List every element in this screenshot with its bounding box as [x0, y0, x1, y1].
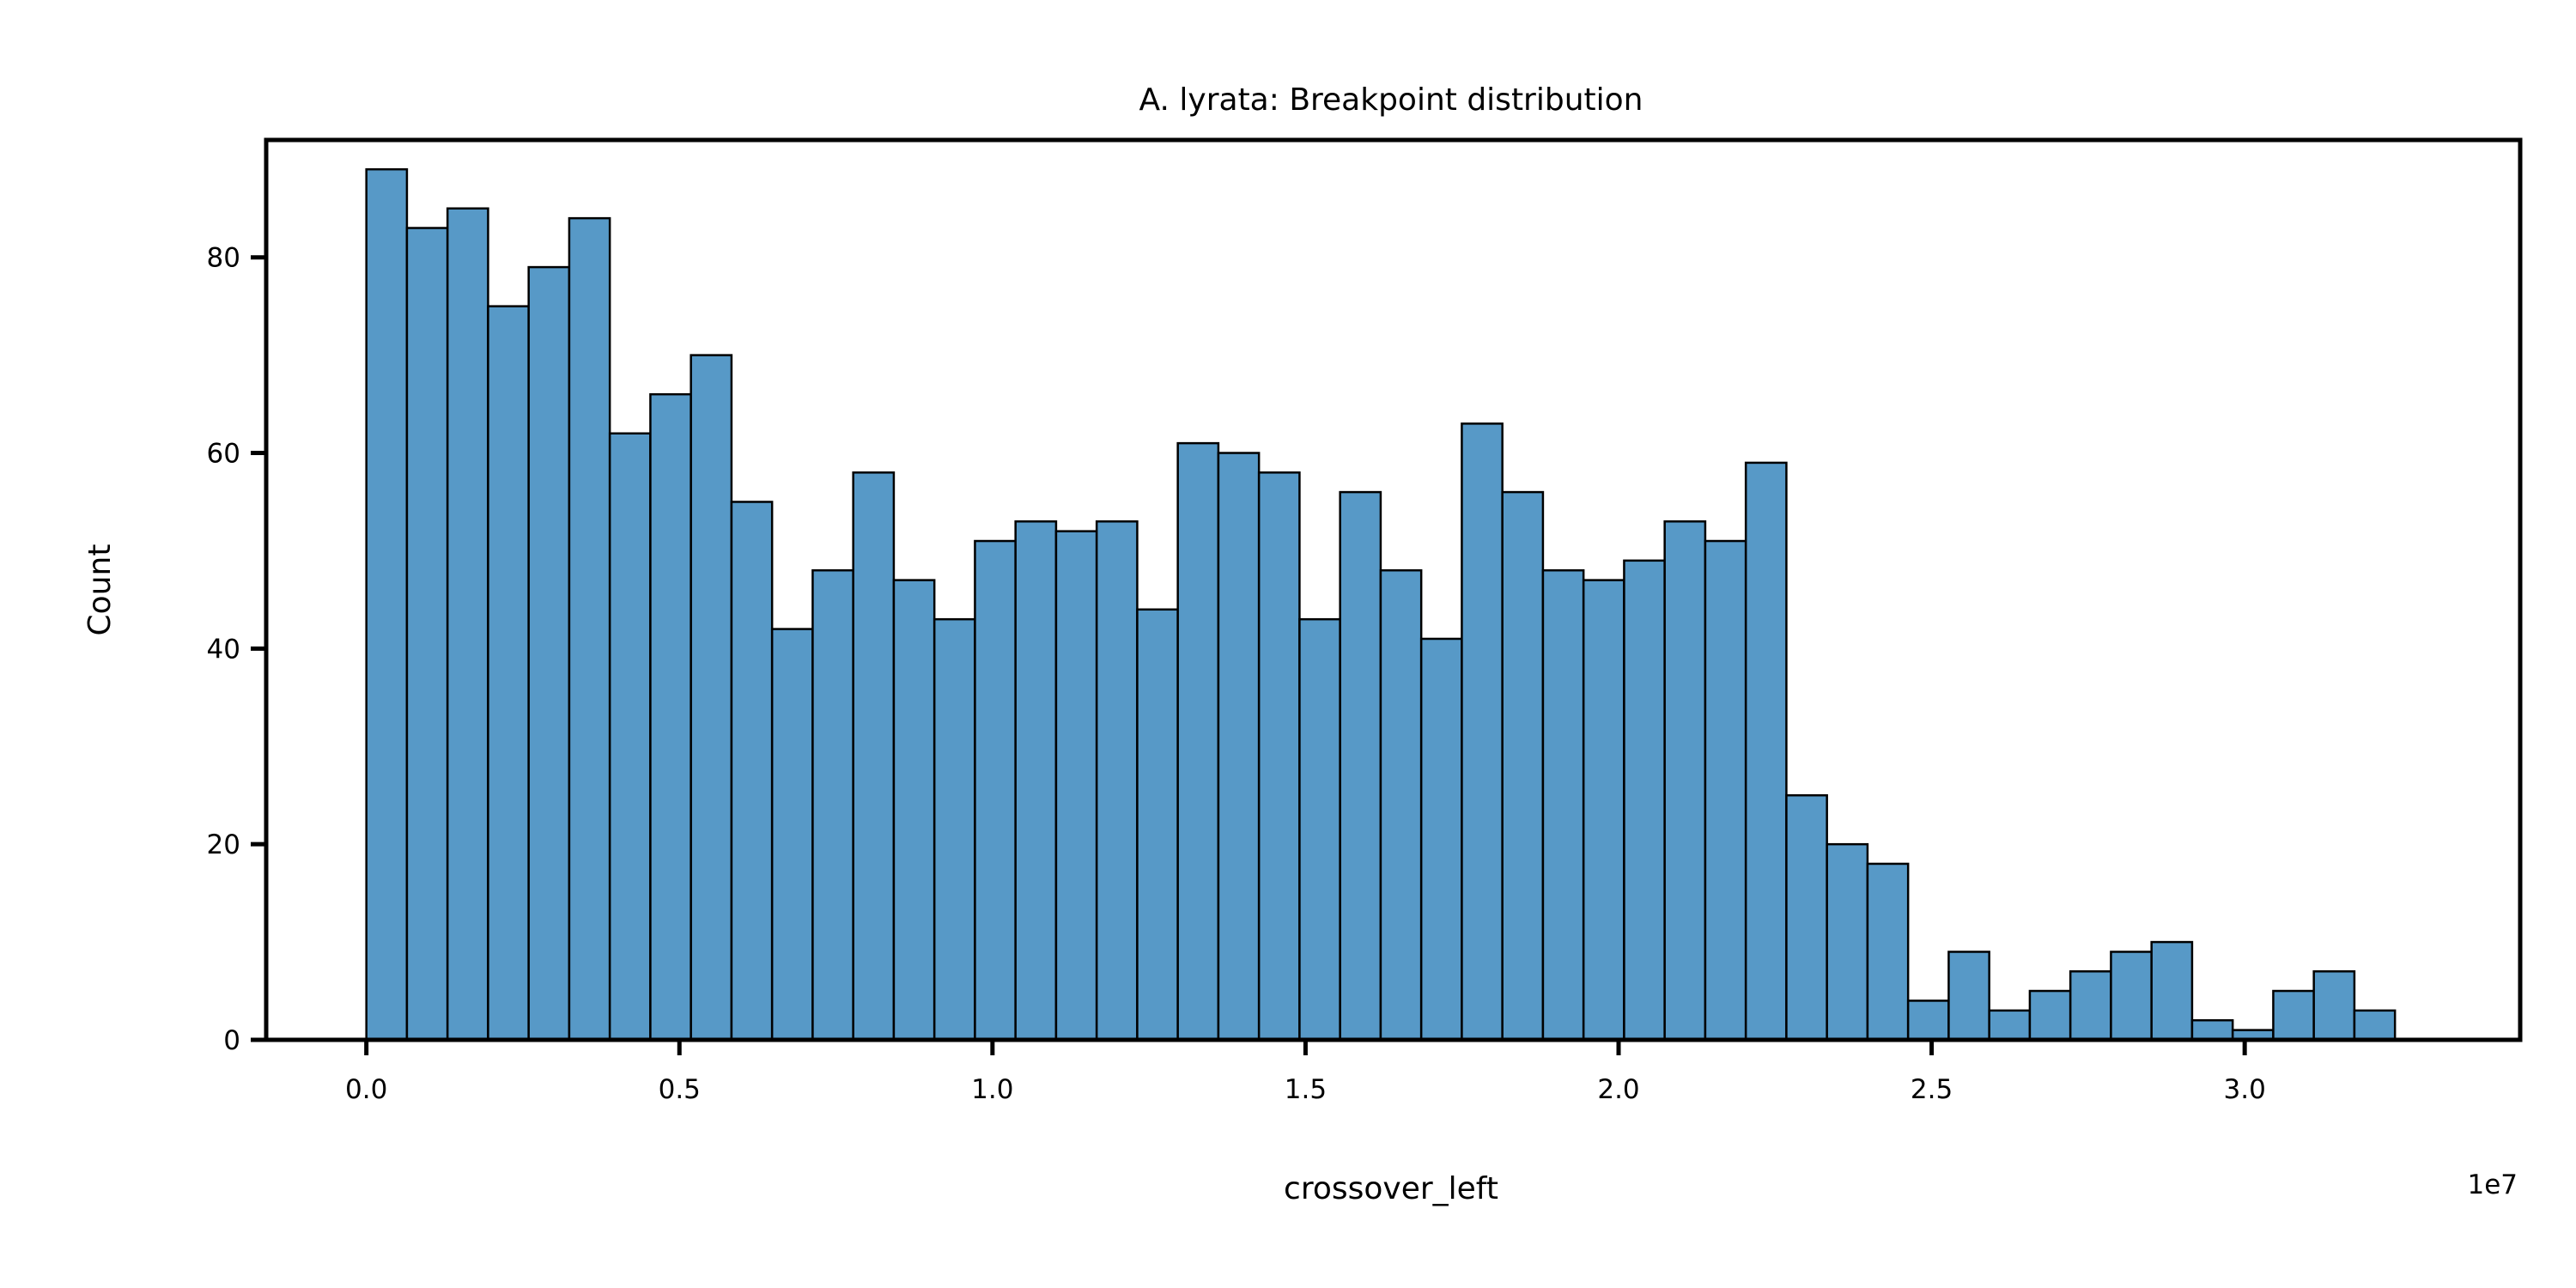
x-axis-label: crossover_left — [1284, 1171, 1498, 1206]
histogram-bar — [770, 628, 814, 1042]
histogram-bar — [1014, 520, 1058, 1042]
x-tick-label: 0.5 — [659, 1074, 701, 1105]
bars-group — [365, 167, 2397, 1042]
histogram-bar — [2353, 1009, 2397, 1042]
y-tick-label: 20 — [207, 829, 240, 860]
histogram-bar — [2028, 989, 2072, 1042]
histogram-bar — [2312, 970, 2356, 1042]
y-tick-label: 60 — [207, 439, 240, 470]
histogram-bar — [974, 539, 1017, 1042]
histogram-bar — [1541, 568, 1585, 1042]
histogram-bar — [568, 216, 611, 1042]
histogram-bar — [811, 568, 854, 1042]
histogram-bar — [1947, 951, 1990, 1042]
histogram-bar — [1866, 862, 1910, 1042]
histogram-bar — [2110, 951, 2153, 1042]
y-tick-label: 80 — [207, 243, 240, 274]
histogram-bar — [892, 579, 936, 1042]
histogram-bar — [1054, 530, 1098, 1042]
y-axis-label: Count — [82, 544, 118, 636]
chart-title: A. lyrata: Breakpoint distribution — [1139, 82, 1643, 118]
y-tick-label: 0 — [223, 1025, 240, 1056]
histogram-bar — [1704, 539, 1747, 1042]
histogram-bar — [1379, 568, 1423, 1042]
histogram-bar — [1136, 608, 1179, 1042]
histogram-bar — [690, 354, 733, 1042]
histogram-bar — [487, 305, 530, 1042]
histogram-bar — [1623, 559, 1666, 1042]
histogram-bar — [1906, 999, 1950, 1042]
x-axis-ticks: 0.0 0.5 1.0 1.5 2.0 2.5 3.0 — [345, 1040, 2266, 1105]
x-tick-label: 2.5 — [1911, 1074, 1953, 1105]
histogram-bar — [608, 432, 652, 1042]
histogram-bar — [2150, 940, 2194, 1042]
histogram-bar — [446, 207, 489, 1042]
histogram-bar — [1339, 490, 1382, 1042]
histogram-bar — [1988, 1009, 2032, 1042]
plot-frame — [264, 137, 2523, 1042]
x-axis-offset-label: 1e7 — [2467, 1170, 2518, 1200]
histogram-bar — [2069, 970, 2112, 1042]
histogram-bar — [527, 265, 571, 1042]
histogram-bar — [1744, 461, 1788, 1042]
histogram-bar — [1461, 422, 1504, 1042]
histogram-bar — [1663, 520, 1707, 1042]
y-axis-ticks: 0 20 40 60 80 — [207, 243, 266, 1056]
histogram-bar — [1095, 520, 1139, 1042]
x-tick-label: 0.0 — [345, 1074, 387, 1105]
histogram-bar — [852, 471, 896, 1042]
histogram-bar — [2272, 989, 2315, 1042]
histogram-bar — [730, 501, 774, 1042]
histogram-bar — [1257, 471, 1301, 1042]
x-tick-label: 1.0 — [971, 1074, 1013, 1105]
histogram-bar — [1501, 490, 1545, 1042]
histogram-bar — [649, 392, 692, 1042]
histogram-bar — [1785, 793, 1828, 1042]
y-tick-label: 40 — [207, 634, 240, 665]
histogram-bar — [1826, 842, 1869, 1042]
histogram-bar — [933, 617, 976, 1042]
histogram-bar — [1419, 637, 1463, 1042]
x-tick-label: 1.5 — [1285, 1074, 1327, 1105]
histogram-bar — [365, 167, 409, 1042]
histogram-bar — [405, 227, 449, 1042]
x-tick-label: 2.0 — [1597, 1074, 1639, 1105]
x-tick-label: 3.0 — [2224, 1074, 2266, 1105]
histogram-bar — [1217, 452, 1261, 1042]
histogram-bar — [2190, 1018, 2234, 1042]
histogram-bar — [1176, 441, 1220, 1042]
histogram-bar — [1582, 579, 1625, 1042]
histogram-bar — [1298, 617, 1341, 1042]
